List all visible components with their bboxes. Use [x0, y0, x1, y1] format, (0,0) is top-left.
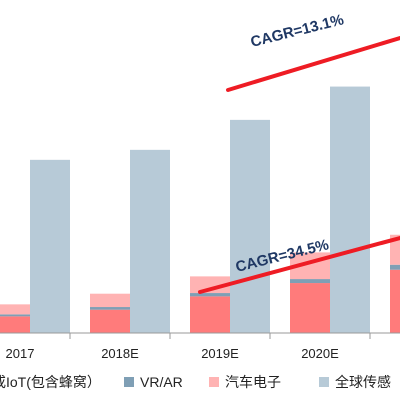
bar-series-0-2017 [0, 316, 30, 333]
bar-series-0-2020E [290, 283, 330, 333]
bar-series-1-2021E [390, 264, 400, 270]
bar-series-3-2019E [230, 119, 270, 333]
bar-series-0-2021E [390, 269, 400, 333]
bar-series-0-2018E [90, 309, 130, 333]
cagr-label-0: CAGR=13.1% [249, 11, 346, 51]
x-tick-label-3: 2020E [301, 346, 339, 361]
legend-label-series-0: 或IoT(包含蜂窝） [0, 374, 101, 390]
bar-series-1-2018E [90, 307, 130, 310]
bar-series-2-2019E [190, 276, 230, 294]
legend-swatch-series-2 [209, 377, 219, 387]
legend-label-series-1: VR/AR [140, 374, 183, 390]
bar-series-2-2018E [90, 293, 130, 308]
bar-series-3-2017 [30, 159, 70, 333]
cagr-trend-line-1 [198, 236, 400, 294]
bar-series-1-2017 [0, 314, 30, 317]
x-tick-label-1: 2018E [101, 346, 139, 361]
bar-series-2-2017 [0, 304, 30, 315]
bar-series-0-2019E [190, 296, 230, 333]
cagr-trend-line-0 [226, 36, 400, 92]
legend-label-series-3: 全球传感 [335, 374, 391, 390]
x-tick-label-2: 2019E [201, 346, 239, 361]
bar-series-3-2020E [330, 86, 370, 333]
legend-label-series-2: 汽车电子 [225, 374, 281, 390]
bar-series-3-2018E [130, 149, 170, 333]
bar-series-1-2020E [290, 279, 330, 284]
bar-series-1-2019E [190, 293, 230, 297]
legend-swatch-series-3 [319, 377, 329, 387]
bar-series-2-2021E [390, 234, 400, 265]
x-tick-label-0: 2017 [6, 346, 35, 361]
legend-swatch-series-1 [124, 377, 134, 387]
